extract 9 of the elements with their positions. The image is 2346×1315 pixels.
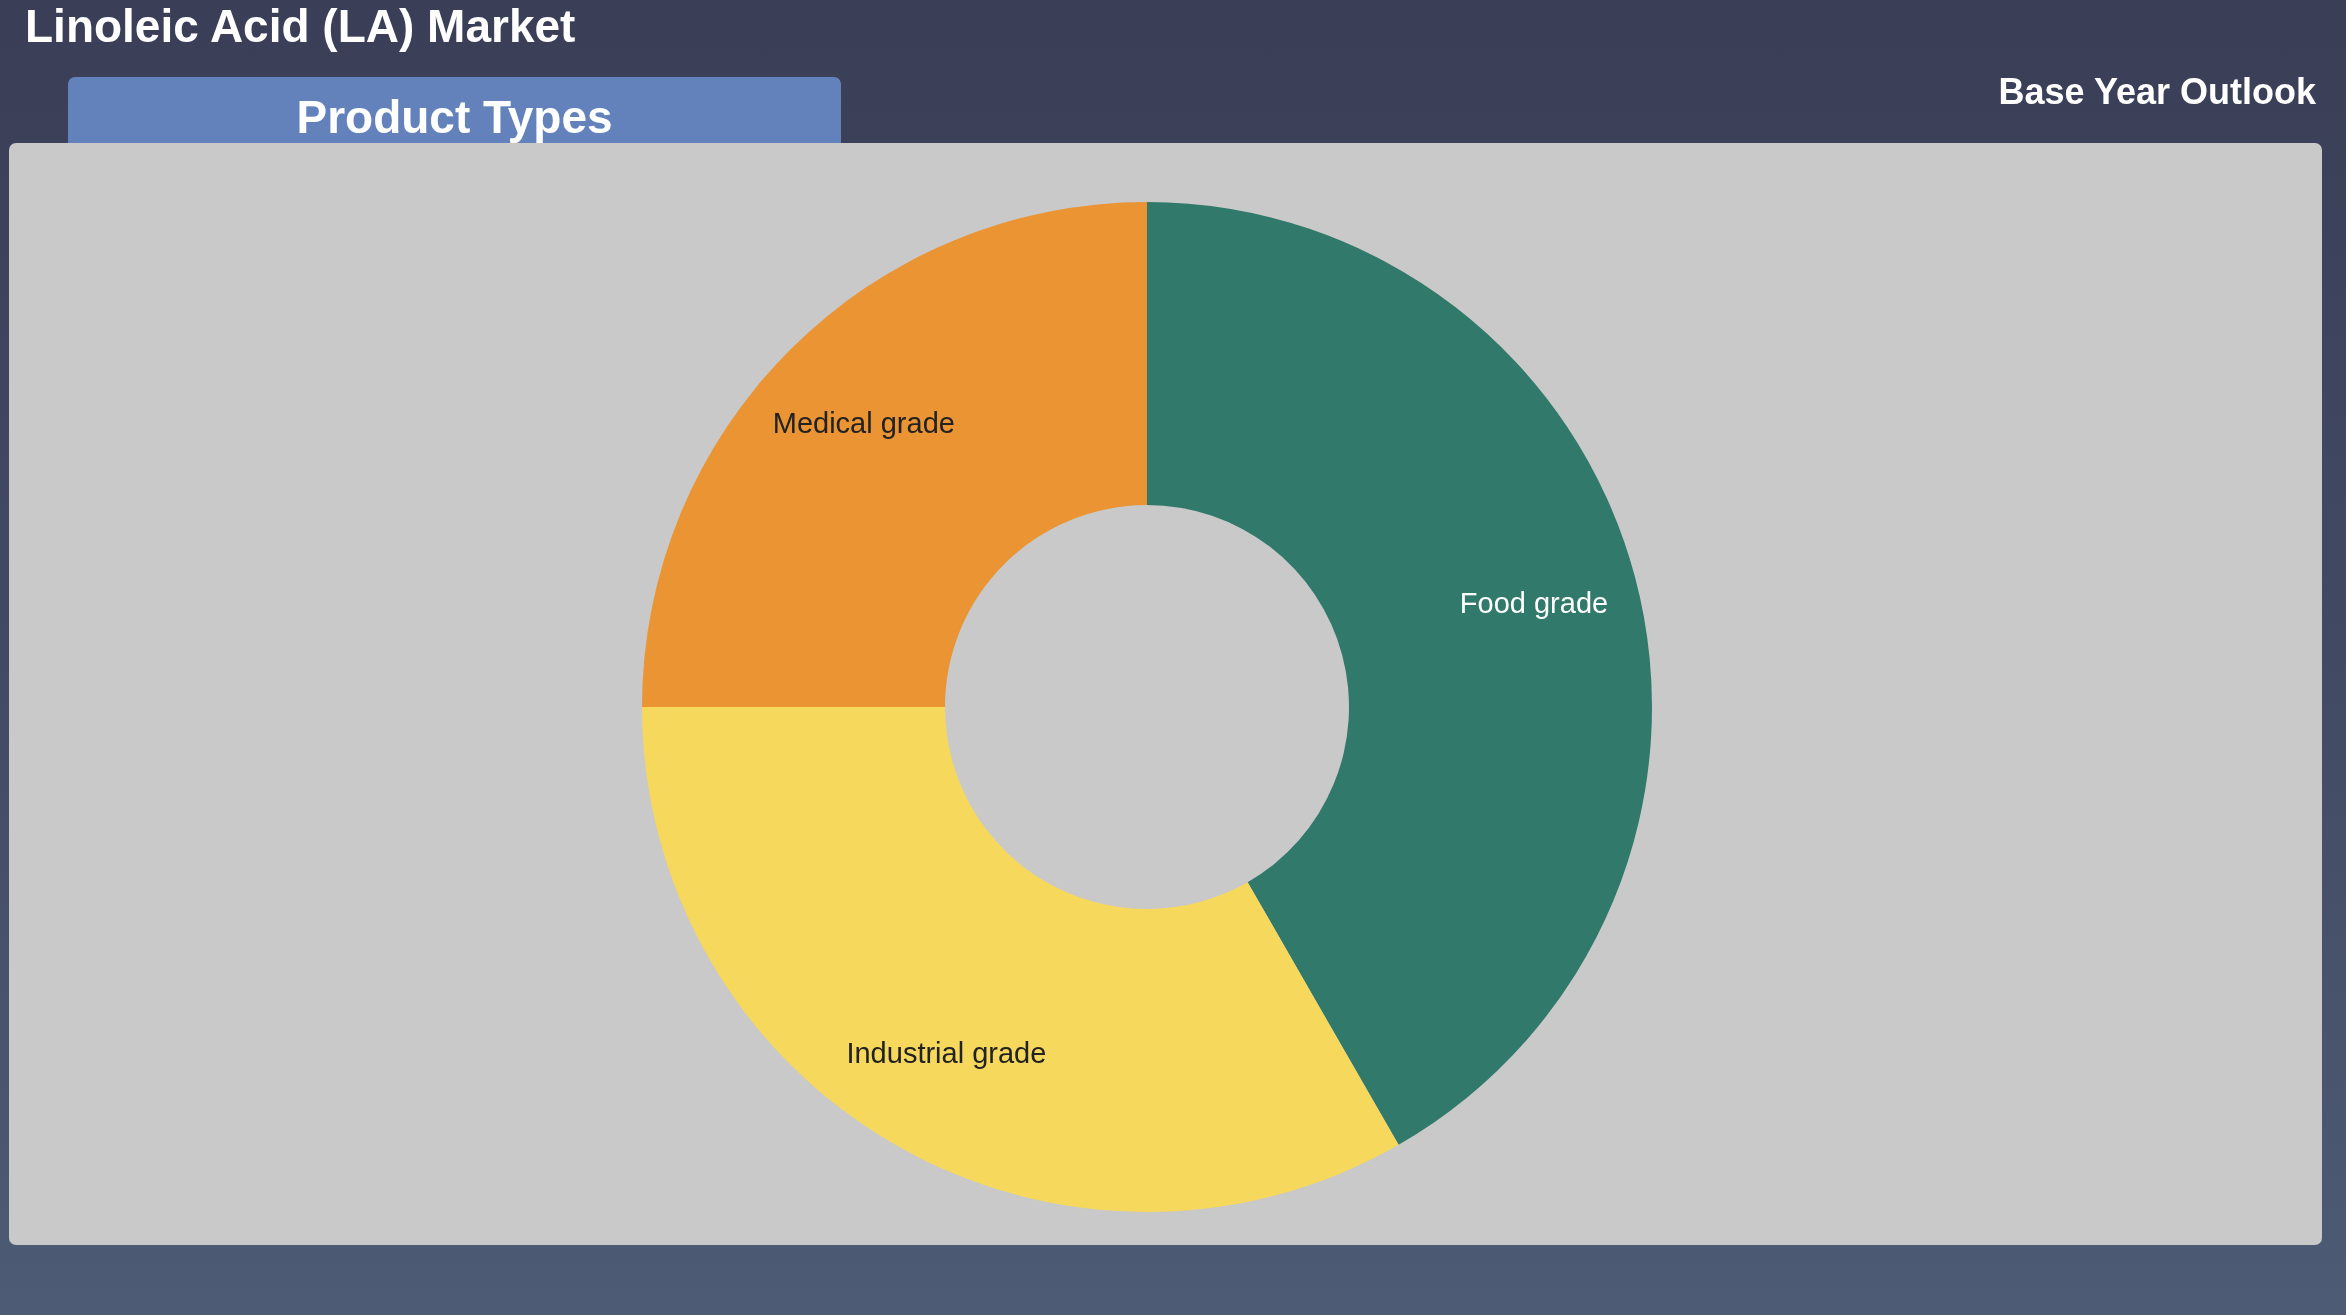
chart-subtitle: Product Types — [68, 77, 841, 157]
text: Base Year Outlook — [1998, 70, 2316, 114]
slice-label: Industrial grade — [846, 1036, 1047, 1069]
donut-slice — [642, 202, 1147, 707]
slice-label: Medical grade — [772, 406, 955, 439]
chart-title: Linoleic Acid (LA) Market — [25, 0, 576, 52]
donut-slice — [1147, 202, 1652, 1145]
donut-slice — [642, 707, 1399, 1212]
slice-label: Food grade — [1459, 586, 1609, 619]
